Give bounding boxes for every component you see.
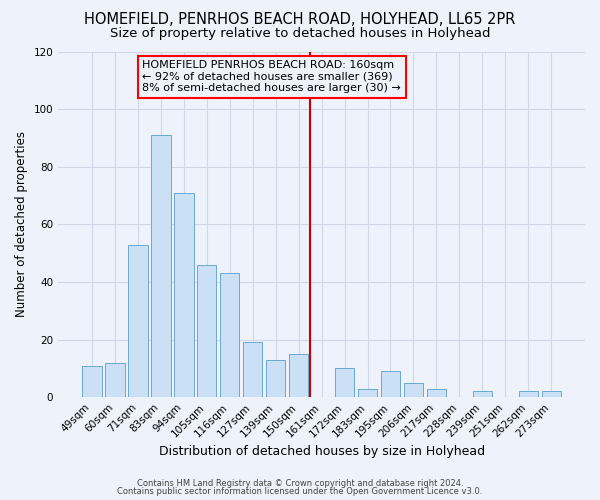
Text: Size of property relative to detached houses in Holyhead: Size of property relative to detached ho… — [110, 28, 490, 40]
Bar — [335, 368, 355, 397]
Bar — [404, 383, 423, 397]
Text: Contains public sector information licensed under the Open Government Licence v3: Contains public sector information licen… — [118, 487, 482, 496]
Text: HOMEFIELD PENRHOS BEACH ROAD: 160sqm
← 92% of detached houses are smaller (369)
: HOMEFIELD PENRHOS BEACH ROAD: 160sqm ← 9… — [142, 60, 401, 94]
Text: Contains HM Land Registry data © Crown copyright and database right 2024.: Contains HM Land Registry data © Crown c… — [137, 478, 463, 488]
Bar — [243, 342, 262, 397]
Bar — [473, 392, 492, 397]
Bar — [174, 192, 194, 397]
Bar — [518, 392, 538, 397]
Bar — [381, 372, 400, 397]
Bar — [197, 264, 217, 397]
Bar — [105, 362, 125, 397]
Bar — [427, 388, 446, 397]
Bar — [542, 392, 561, 397]
Bar — [220, 274, 239, 397]
Bar — [266, 360, 286, 397]
Text: HOMEFIELD, PENRHOS BEACH ROAD, HOLYHEAD, LL65 2PR: HOMEFIELD, PENRHOS BEACH ROAD, HOLYHEAD,… — [85, 12, 515, 28]
X-axis label: Distribution of detached houses by size in Holyhead: Distribution of detached houses by size … — [158, 444, 485, 458]
Bar — [151, 135, 170, 397]
Bar — [128, 244, 148, 397]
Bar — [82, 366, 101, 397]
Bar — [358, 388, 377, 397]
Y-axis label: Number of detached properties: Number of detached properties — [15, 132, 28, 318]
Bar — [289, 354, 308, 397]
